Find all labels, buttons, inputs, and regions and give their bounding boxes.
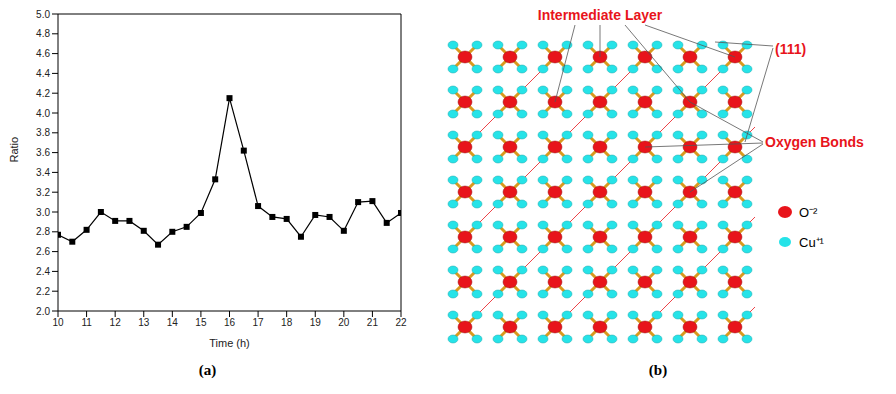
- svg-text:19: 19: [310, 317, 322, 328]
- svg-text:O⁻²: O⁻²: [799, 205, 818, 220]
- svg-text:Oxygen Bonds: Oxygen Bonds: [765, 134, 864, 150]
- svg-text:Ratio: Ratio: [8, 137, 20, 163]
- svg-text:3.8: 3.8: [36, 127, 50, 138]
- svg-text:4.0: 4.0: [36, 108, 50, 119]
- svg-text:3.2: 3.2: [36, 187, 50, 198]
- svg-text:Intermediate Layer: Intermediate Layer: [538, 7, 663, 23]
- svg-text:14: 14: [167, 317, 179, 328]
- svg-text:13: 13: [138, 317, 150, 328]
- svg-text:2.2: 2.2: [36, 286, 50, 297]
- html-text:(b): (b): [648, 362, 668, 378]
- svg-text:Time (h): Time (h): [209, 337, 250, 349]
- svg-text:17: 17: [253, 317, 265, 328]
- svg-text:2.0: 2.0: [36, 306, 50, 317]
- svg-text:16: 16: [224, 317, 236, 328]
- svg-text:2.8: 2.8: [36, 226, 50, 237]
- svg-text:3.0: 3.0: [36, 207, 50, 218]
- svg-text:2.4: 2.4: [36, 266, 50, 277]
- svg-text:2.6: 2.6: [36, 246, 50, 257]
- svg-text:3.6: 3.6: [36, 147, 50, 158]
- svg-text:Cu⁺¹: Cu⁺¹: [799, 235, 825, 250]
- svg-text:18: 18: [281, 317, 293, 328]
- svg-text:15: 15: [195, 317, 207, 328]
- svg-text:5.0: 5.0: [36, 9, 50, 20]
- svg-text:4.8: 4.8: [36, 28, 50, 39]
- svg-text:4.6: 4.6: [36, 48, 50, 59]
- svg-text:3.4: 3.4: [36, 167, 50, 178]
- svg-text:21: 21: [367, 317, 379, 328]
- svg-text:4.2: 4.2: [36, 88, 50, 99]
- html-text:(a): (a): [198, 362, 217, 378]
- svg-text:11: 11: [81, 317, 92, 328]
- svg-text:22: 22: [395, 317, 407, 328]
- svg-text:10: 10: [52, 317, 64, 328]
- svg-text:12: 12: [110, 317, 122, 328]
- svg-text:4.4: 4.4: [36, 68, 50, 79]
- svg-text:(111): (111): [775, 41, 806, 57]
- svg-text:20: 20: [338, 317, 350, 328]
